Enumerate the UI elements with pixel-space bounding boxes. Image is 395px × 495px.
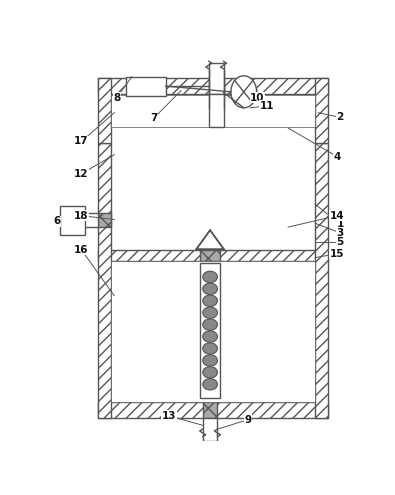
Bar [200,263,220,398]
Text: 6: 6 [53,216,61,226]
Bar [126,77,166,96]
Text: 2: 2 [337,112,344,122]
Bar [315,143,328,418]
Text: 10: 10 [250,93,265,102]
Text: 14: 14 [330,211,344,221]
Ellipse shape [203,367,217,378]
Bar [111,261,315,401]
Ellipse shape [203,307,217,318]
Bar [111,95,315,127]
Text: 13: 13 [162,411,176,421]
Text: 7: 7 [150,113,157,123]
Text: 1: 1 [337,219,344,229]
Ellipse shape [203,355,217,366]
Text: 11: 11 [260,101,274,111]
Bar [111,95,315,127]
Text: 8: 8 [113,93,120,102]
Bar [203,401,217,418]
Bar [200,250,220,261]
Ellipse shape [203,379,217,390]
Bar [98,401,328,418]
Bar [209,76,224,108]
Bar [111,159,315,401]
Ellipse shape [203,331,217,342]
Bar [98,78,328,95]
Ellipse shape [203,295,217,306]
Bar [209,63,224,95]
Text: 9: 9 [245,415,252,425]
Text: 16: 16 [74,245,89,255]
Polygon shape [196,230,224,249]
Text: 12: 12 [74,169,89,179]
Ellipse shape [203,343,217,354]
Bar [98,78,111,143]
Bar [98,213,111,228]
Circle shape [231,76,257,108]
Text: 3: 3 [337,228,344,238]
Bar [98,250,328,261]
Bar [98,143,111,418]
Ellipse shape [203,283,217,295]
Bar [209,78,224,95]
Text: 17: 17 [74,136,89,147]
Ellipse shape [203,319,217,330]
Bar [203,418,217,441]
Text: 4: 4 [333,151,341,161]
Text: 15: 15 [330,249,344,259]
Text: 18: 18 [74,211,89,221]
Bar [60,206,85,235]
Bar [83,213,98,228]
Bar [315,78,328,143]
Bar [209,95,224,127]
Ellipse shape [203,271,217,283]
Text: 5: 5 [337,237,344,248]
